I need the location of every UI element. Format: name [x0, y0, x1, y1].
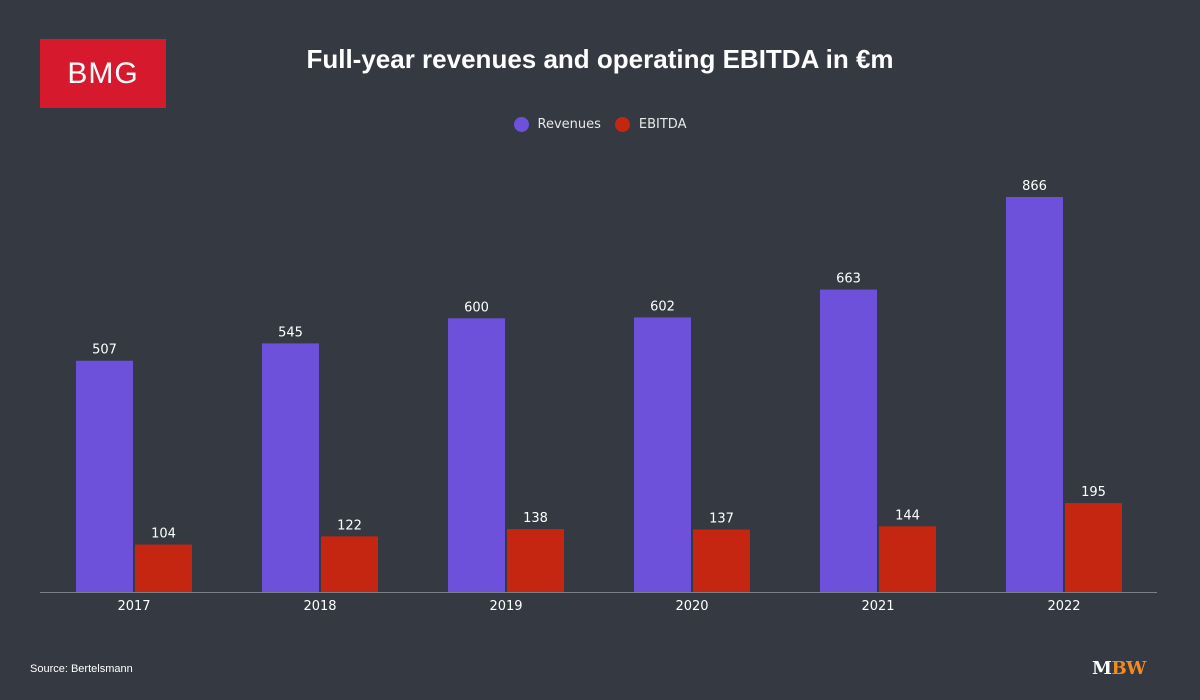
x-tick-label-2020: 2020: [675, 599, 708, 614]
bar-revenues-2020[interactable]: [634, 317, 691, 592]
data-label-revenues-2018: 545: [278, 325, 303, 340]
bar-ebitda-2021[interactable]: [879, 526, 936, 592]
bar-revenues-2017[interactable]: [76, 360, 133, 592]
x-tick-label-2022: 2022: [1047, 599, 1080, 614]
legend-swatch-ebitda: [614, 117, 630, 132]
bar-revenues-2019[interactable]: [448, 318, 505, 592]
legend-item-revenues[interactable]: Revenues: [513, 117, 601, 132]
data-label-revenues-2021: 663: [836, 272, 861, 287]
bmg-logo: BMG: [40, 39, 166, 108]
bar-revenues-2021[interactable]: [820, 289, 877, 592]
x-tick-label-2017: 2017: [117, 599, 150, 614]
bar-revenues-2022[interactable]: [1006, 197, 1063, 592]
bar-revenues-2018[interactable]: [262, 343, 319, 592]
bar-ebitda-2017[interactable]: [135, 544, 192, 592]
data-label-revenues-2019: 600: [464, 300, 489, 315]
legend-label-ebitda: EBITDA: [638, 117, 687, 132]
x-tick-label-2021: 2021: [861, 599, 894, 614]
data-label-revenues-2022: 866: [1022, 179, 1047, 194]
chart-title: Full-year revenues and operating EBITDA …: [306, 44, 894, 74]
data-label-ebitda-2017: 104: [151, 527, 176, 542]
data-label-revenues-2017: 507: [92, 343, 117, 358]
data-label-ebitda-2020: 137: [709, 512, 734, 527]
bar-ebitda-2022[interactable]: [1065, 503, 1122, 592]
legend-item-ebitda[interactable]: EBITDA: [614, 117, 687, 132]
chart-legend: Revenues EBITDA: [0, 117, 1200, 132]
legend-swatch-revenues: [513, 117, 529, 132]
brand-m: M: [1092, 658, 1112, 679]
legend-label-revenues: Revenues: [537, 117, 601, 132]
bar-ebitda-2018[interactable]: [321, 536, 378, 592]
data-label-ebitda-2021: 144: [895, 508, 920, 523]
logo-text: BMG: [67, 56, 139, 90]
source-note: Source: Bertelsmann: [30, 663, 133, 675]
brand-bw: BW: [1111, 658, 1146, 679]
bar-ebitda-2020[interactable]: [693, 529, 750, 592]
bar-ebitda-2019[interactable]: [507, 529, 564, 592]
data-label-revenues-2020: 602: [650, 299, 675, 314]
x-tick-label-2018: 2018: [303, 599, 336, 614]
data-label-ebitda-2019: 138: [523, 511, 548, 526]
data-label-ebitda-2018: 122: [337, 518, 362, 533]
data-label-ebitda-2022: 195: [1081, 485, 1106, 500]
mbw-logo: MBW: [1092, 658, 1146, 679]
x-tick-label-2019: 2019: [489, 599, 522, 614]
